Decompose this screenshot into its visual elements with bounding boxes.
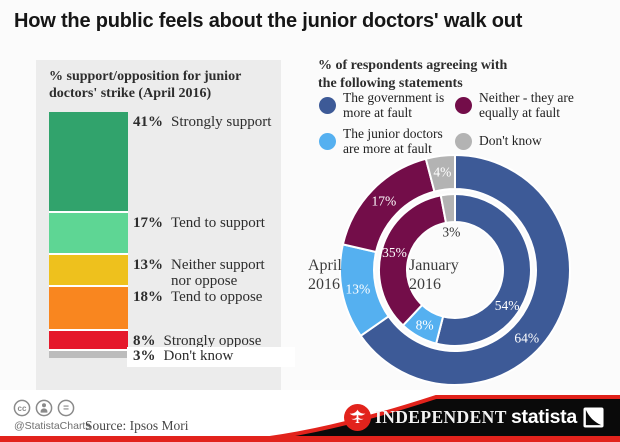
attribution-icon (35, 399, 53, 417)
donut-chart-title: % of respondents agreeing with the follo… (318, 57, 507, 92)
donut-slice (378, 194, 448, 327)
statista-mark-icon (583, 407, 604, 428)
svg-text:=: = (63, 403, 69, 414)
statista-handle: @StatistaCharts (14, 420, 91, 432)
legend-label: Don't know (479, 133, 542, 149)
bar-segment (49, 330, 128, 350)
source-credit: Source: Ipsos Mori (85, 418, 189, 433)
legend-label: The junior doctors are more at fault (343, 126, 443, 156)
legend-item: The government is more at fault (319, 90, 455, 120)
bar-segment (49, 212, 128, 254)
bar-chart-title: % support/opposition for junior doctors'… (49, 69, 242, 102)
bar-segment (49, 254, 128, 286)
inner-ring-label: January 2016 (409, 257, 459, 293)
donut-slice-label: 54% (495, 298, 520, 313)
bar-label: 17% Tend to support (133, 214, 265, 231)
statista-logo: statista (511, 406, 604, 429)
donut-slice-label: 17% (372, 194, 397, 209)
donut-slice-label: 4% (433, 164, 451, 179)
donut-legend: The government is more at fault Neither -… (319, 90, 593, 156)
donut-slice-label: 64% (514, 331, 539, 346)
outer-ring-label: April 2016 (308, 257, 342, 293)
donut-slice-label: 3% (442, 225, 460, 240)
svg-text:cc: cc (18, 404, 27, 413)
legend-item: Neither - they are equally at fault (455, 90, 593, 120)
bar-label: 8% Strongly oppose (133, 332, 262, 349)
donut-title-line1: % of respondents agreeing with (318, 58, 508, 73)
legend-dot-icon (319, 133, 336, 151)
stacked-bar (49, 112, 128, 358)
legend-dot-icon (455, 97, 472, 115)
donut-slice (359, 154, 571, 386)
bar-label: 13% Neither support nor oppose (133, 256, 265, 290)
donut-chart: 64% 13% 17% 4% 54% 8% 35% 3% (339, 154, 571, 386)
independent-eagle-icon (344, 404, 371, 431)
bar-label: 41% Strongly support (133, 114, 272, 130)
license-icons: cc = (13, 399, 75, 417)
bar-label: 3% Don't know (127, 346, 295, 368)
legend-item: Don't know (455, 133, 593, 151)
donut-slice-label: 8% (416, 318, 434, 333)
statista-wordmark: statista (511, 406, 577, 428)
donut-slice-label: 35% (382, 245, 407, 260)
legend-label: Neither - they are equally at fault (479, 90, 574, 120)
legend-dot-icon (455, 133, 472, 151)
legend-dot-icon (319, 97, 336, 115)
bar-label: 18% Tend to oppose (133, 288, 263, 305)
bar-segment (49, 350, 128, 358)
donut-slice-label: 13% (345, 281, 370, 296)
donut-title-line2: the following statements (318, 75, 463, 91)
independent-wordmark: INDEPENDENT (375, 407, 507, 427)
bar-chart: % support/opposition for junior doctors'… (36, 60, 295, 391)
legend-label: The government is more at fault (343, 90, 445, 120)
independent-logo: INDEPENDENT (344, 404, 507, 431)
equal-icon: = (57, 399, 75, 417)
cc-icon: cc (13, 399, 31, 417)
chart-title: How the public feels about the junior do… (14, 10, 523, 32)
bar-segment (49, 112, 128, 212)
donut-slice (439, 193, 456, 224)
legend-item: The junior doctors are more at fault (319, 126, 455, 156)
donut-slice (435, 193, 532, 347)
bar-segment (49, 286, 128, 330)
footer-red-stripe (0, 436, 620, 442)
donut-slice (424, 154, 456, 193)
